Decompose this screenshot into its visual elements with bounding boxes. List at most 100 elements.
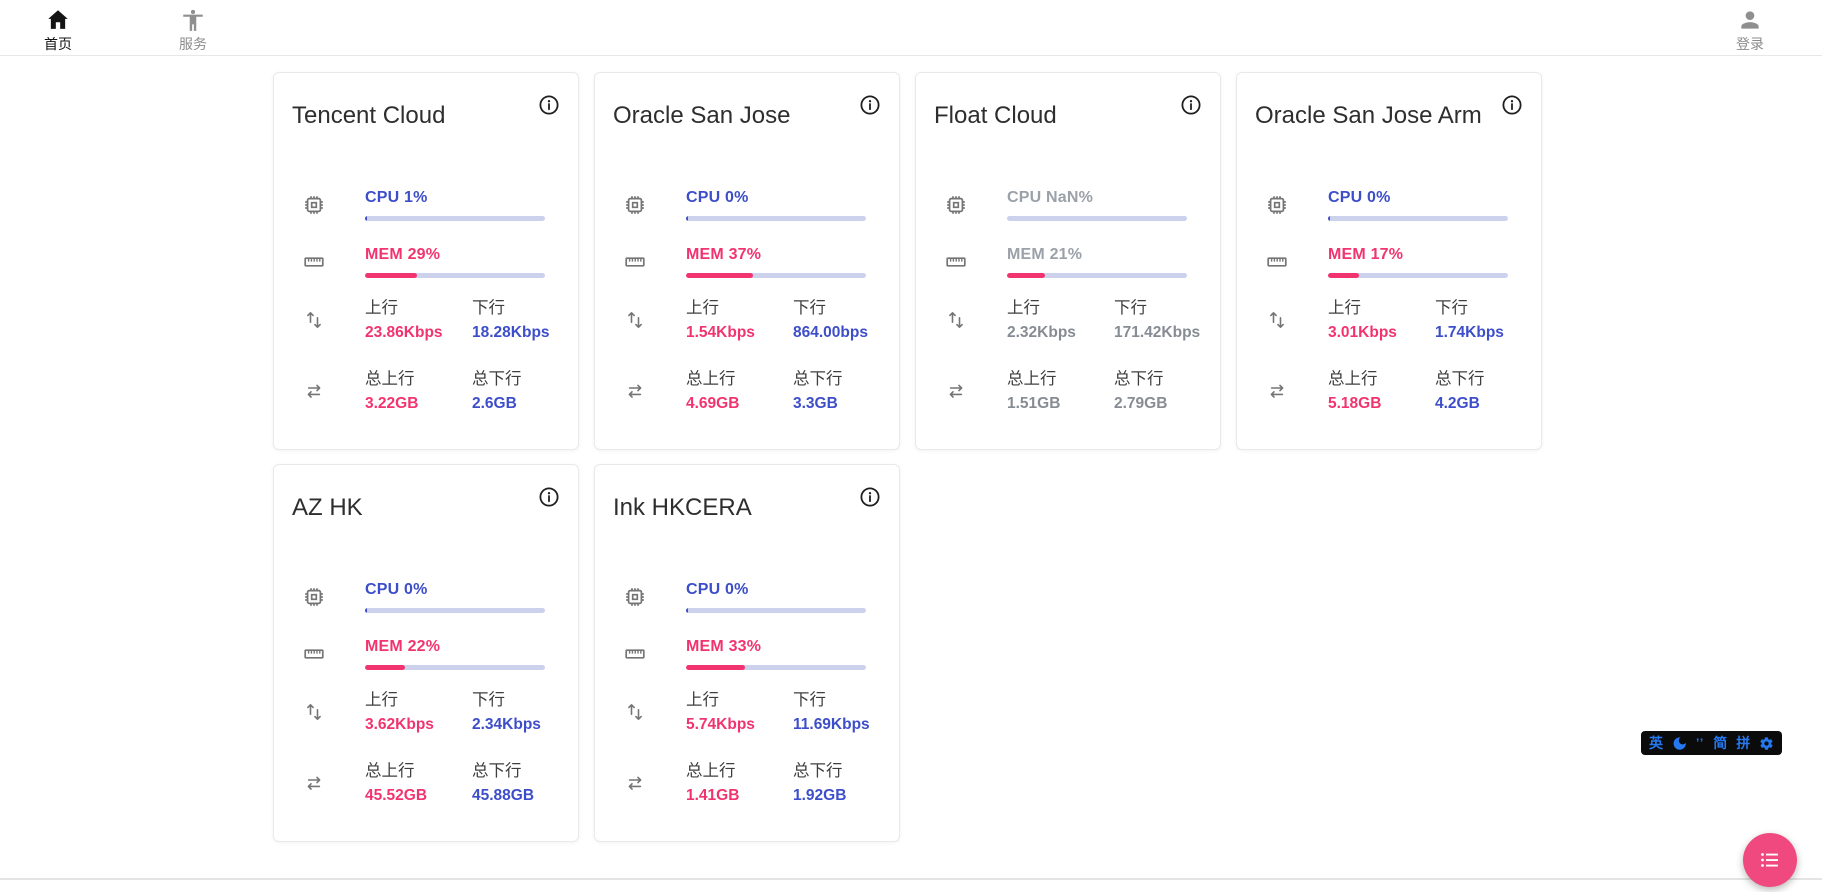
ime-punctuation-indicator[interactable]: ’’ xyxy=(1696,736,1705,750)
upload-label: 上行 xyxy=(365,691,398,709)
nav-item-services[interactable]: 服务 xyxy=(163,1,223,54)
list-icon xyxy=(1761,853,1778,867)
server-card-grid: Tencent Cloud CPU 1% xyxy=(273,72,1542,842)
download-speed-value: 171.42Kbps xyxy=(1114,324,1201,341)
total-download-value: 45.88GB xyxy=(472,787,535,804)
cpu-chip-icon xyxy=(1268,196,1286,214)
mem-progress-fill xyxy=(365,273,418,278)
upload-label: 上行 xyxy=(365,299,398,317)
up-down-arrows-icon xyxy=(1270,312,1284,328)
info-icon[interactable] xyxy=(537,485,561,509)
ime-simplified-indicator[interactable]: 简 xyxy=(1713,735,1728,751)
info-icon[interactable] xyxy=(858,485,882,509)
mem-progress-bar xyxy=(1007,273,1187,278)
mem-progress-bar xyxy=(365,665,545,670)
total-download-label: 总下行 xyxy=(1435,370,1485,388)
cpu-chip-icon xyxy=(305,588,323,606)
memory-ruler-icon xyxy=(304,649,324,659)
total-upload-value: 5.18GB xyxy=(1328,395,1382,412)
swap-horizontal-arrows-icon xyxy=(307,384,321,398)
download-speed-value: 11.69Kbps xyxy=(793,716,870,733)
server-list-fab-button[interactable] xyxy=(1743,833,1797,887)
nav-item-label: 首页 xyxy=(44,36,72,52)
memory-ruler-icon xyxy=(625,649,645,659)
cpu-progress-fill xyxy=(365,216,368,221)
network-total-row: 总上行 1.51GB 总下行 2.79GB xyxy=(934,369,1187,414)
mem-metric-row: MEM 29% xyxy=(292,245,545,278)
swap-horizontal-arrows-icon xyxy=(1270,384,1284,398)
total-download-label: 总下行 xyxy=(1114,370,1164,388)
mem-usage-label: MEM 37% xyxy=(686,246,762,263)
cpu-progress-bar xyxy=(686,608,866,613)
download-speed-value: 1.74Kbps xyxy=(1435,324,1504,341)
nav-item-label: 服务 xyxy=(179,36,207,52)
download-label: 下行 xyxy=(793,299,826,317)
info-icon[interactable] xyxy=(537,93,561,117)
network-total-row: 总上行 5.18GB 总下行 4.2GB xyxy=(1255,369,1508,414)
swap-horizontal-arrows-icon xyxy=(628,384,642,398)
network-total-row: 总上行 45.52GB 总下行 45.88GB xyxy=(292,761,545,806)
memory-ruler-icon xyxy=(946,257,966,267)
cpu-progress-fill xyxy=(686,216,689,221)
person-icon xyxy=(1741,11,1759,29)
swap-horizontal-arrows-icon xyxy=(628,776,642,790)
up-down-arrows-icon xyxy=(949,312,963,328)
nav-item-login[interactable]: 登录 xyxy=(1720,1,1780,54)
ime-settings-gear-icon[interactable] xyxy=(1759,736,1774,751)
server-card: Oracle San Jose Arm CPU 0% xyxy=(1236,72,1542,450)
cpu-metric-row: CPU 0% xyxy=(613,580,866,613)
mem-usage-label: MEM 17% xyxy=(1328,246,1404,263)
total-download-value: 4.2GB xyxy=(1435,395,1480,412)
cpu-progress-bar xyxy=(1328,216,1508,221)
cpu-progress-bar xyxy=(1007,216,1187,221)
mem-progress-bar xyxy=(686,665,866,670)
total-upload-label: 总上行 xyxy=(365,370,415,388)
total-download-label: 总下行 xyxy=(793,370,843,388)
total-download-value: 2.6GB xyxy=(472,395,517,412)
nav-left-group: 首页 服务 xyxy=(0,1,223,54)
total-download-value: 3.3GB xyxy=(793,395,838,412)
mem-metric-row: MEM 22% xyxy=(292,637,545,670)
server-card: Oracle San Jose CPU 0% xyxy=(594,72,900,450)
cpu-progress-bar xyxy=(365,216,545,221)
up-down-arrows-icon xyxy=(307,312,321,328)
mem-progress-fill xyxy=(1328,273,1359,278)
mem-usage-label: MEM 21% xyxy=(1007,246,1083,263)
info-icon[interactable] xyxy=(858,93,882,117)
mem-metric-row: MEM 21% xyxy=(934,245,1187,278)
total-upload-label: 总上行 xyxy=(686,762,736,780)
cpu-usage-label: CPU 0% xyxy=(365,581,428,598)
mem-usage-label: MEM 22% xyxy=(365,638,441,655)
info-icon[interactable] xyxy=(1500,93,1524,117)
total-upload-value: 3.22GB xyxy=(365,395,419,412)
mem-progress-bar xyxy=(365,273,545,278)
mem-usage-label: MEM 33% xyxy=(686,638,762,655)
cpu-metric-row: CPU 1% xyxy=(292,188,545,221)
mem-progress-bar xyxy=(1328,273,1508,278)
ime-language-indicator[interactable]: 英 xyxy=(1649,735,1663,751)
upload-label: 上行 xyxy=(1328,299,1361,317)
ime-pinyin-indicator[interactable]: 拼 xyxy=(1736,735,1751,751)
upload-speed-value: 3.62Kbps xyxy=(365,716,434,733)
upload-speed-value: 3.01Kbps xyxy=(1328,324,1397,341)
upload-label: 上行 xyxy=(686,299,719,317)
nav-item-home[interactable]: 首页 xyxy=(28,1,88,54)
cpu-usage-label: CPU NaN% xyxy=(1007,189,1094,206)
cpu-progress-fill xyxy=(365,608,368,613)
server-name: Oracle San Jose Arm xyxy=(1255,102,1482,129)
memory-ruler-icon xyxy=(1267,257,1287,267)
cpu-progress-fill xyxy=(686,608,689,613)
mem-progress-fill xyxy=(365,665,405,670)
info-icon[interactable] xyxy=(1179,93,1203,117)
total-upload-value: 1.51GB xyxy=(1007,395,1061,412)
up-down-arrows-icon xyxy=(628,312,642,328)
download-speed-value: 2.34Kbps xyxy=(472,716,541,733)
download-label: 下行 xyxy=(793,691,826,709)
cpu-metric-row: CPU 0% xyxy=(1255,188,1508,221)
total-upload-value: 1.41GB xyxy=(686,787,740,804)
server-name: Float Cloud xyxy=(934,102,1057,129)
ime-status-bar: 英 ’’ 简 拼 xyxy=(1641,731,1783,755)
download-speed-value: 864.00bps xyxy=(793,324,868,341)
moon-icon[interactable] xyxy=(1672,736,1687,751)
total-upload-value: 4.69GB xyxy=(686,395,740,412)
